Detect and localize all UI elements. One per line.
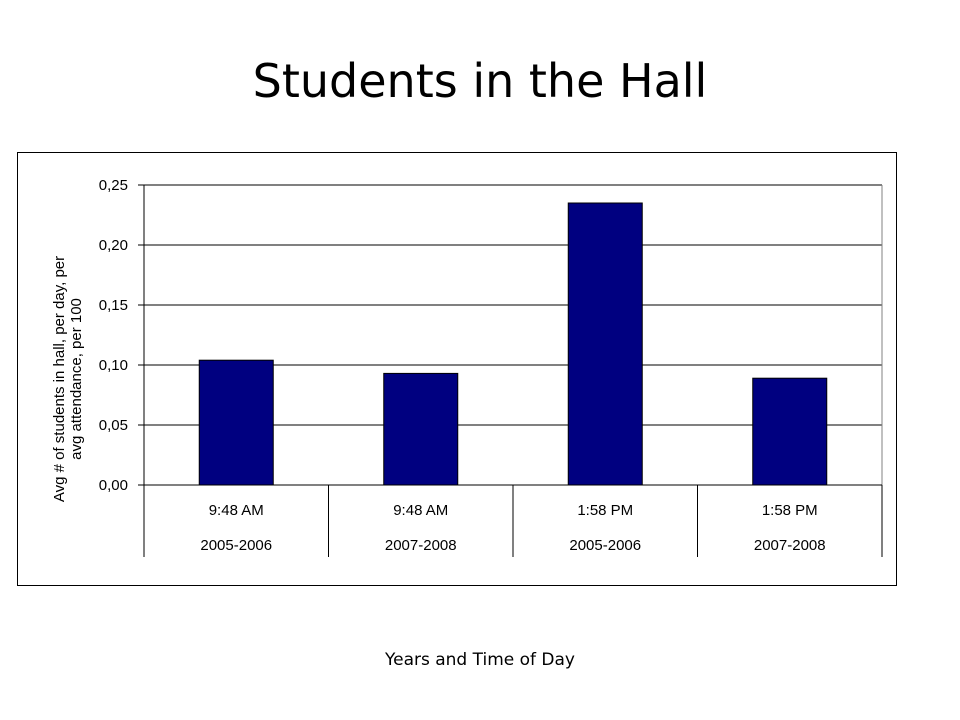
bar [198, 359, 274, 486]
x-tick-label-year: 2007-2008 [754, 537, 826, 554]
x-tick-label-year: 2007-2008 [385, 537, 457, 554]
bar [567, 202, 643, 486]
chart-frame: 0,00 0,05 0,10 0,15 0,20 0,25 9:48 AM 2005-200… [17, 152, 897, 586]
y-axis-label-line: Avg # of students in hall, per day, per [51, 256, 68, 502]
y-tick-label: 0,20 [99, 237, 128, 254]
x-tick-label-year: 2005-2006 [569, 537, 641, 554]
y-axis-label-line: avg attendance, per 100 [68, 298, 85, 460]
bars [198, 202, 828, 486]
y-tick-label: 0,00 [99, 477, 128, 494]
bar [383, 372, 459, 486]
slide-caption: Years and Time of Day [384, 650, 575, 670]
y-axis-label: Avg # of students in hall, per day, pera… [51, 256, 85, 502]
x-tick-labels: 9:48 AM 2005-2006 9:48 AM 2007-2008 1:58 PM 2… [200, 502, 825, 554]
bar-chart: 0,00 0,05 0,10 0,15 0,20 0,25 9:48 AM 2005-200… [51, 177, 883, 557]
x-tick-label-time: 9:48 AM [209, 502, 264, 519]
y-tick-label: 0,15 [99, 297, 128, 314]
x-tick-label-year: 2005-2006 [200, 537, 272, 554]
y-tick-label: 0,10 [99, 357, 128, 374]
x-tick-label-time: 1:58 PM [762, 502, 818, 519]
slide-title: Students in the Hall [252, 54, 708, 108]
y-tick-label: 0,05 [99, 417, 128, 434]
x-tick-label-time: 1:58 PM [577, 502, 633, 519]
axes [138, 184, 883, 557]
y-tick-label: 0,25 [99, 177, 128, 194]
bar [752, 377, 828, 486]
y-tick-labels: 0,00 0,05 0,10 0,15 0,20 0,25 [99, 177, 128, 494]
x-tick-label-time: 9:48 AM [393, 502, 448, 519]
